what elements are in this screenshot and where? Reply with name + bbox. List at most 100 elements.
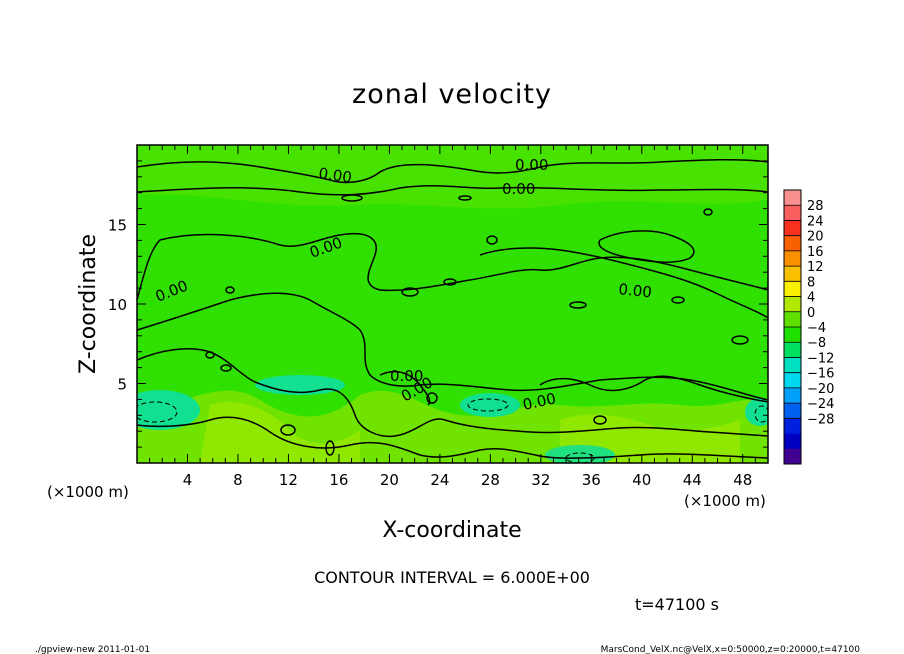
x-tick-label: 12 [279, 471, 298, 489]
colorbar-label: −20 [807, 382, 834, 397]
colorbar-swatch [784, 342, 801, 358]
colorbar-label: −8 [807, 336, 826, 351]
colorbar-swatch [784, 448, 801, 465]
contour-line [137, 184, 768, 196]
field-upper-zone [137, 145, 768, 209]
x-tick-label: 40 [632, 471, 651, 489]
contour-line [598, 230, 695, 263]
colorbar-swatch [784, 433, 801, 450]
contour-lines [137, 158, 768, 459]
colorbar-swatch [784, 357, 801, 374]
y-axis: 5 10 15 [108, 144, 768, 464]
colorbar-label: 8 [807, 275, 815, 290]
colorbar-label: 16 [807, 245, 824, 260]
contour-line [479, 247, 768, 319]
field-negative-patch [137, 390, 200, 430]
colorbar-label: 24 [807, 214, 824, 229]
time-label: t=47100 s [635, 595, 719, 614]
x-tick-label: 24 [430, 471, 449, 489]
colorbar-swatch [784, 281, 801, 298]
x-axis-label: X-coordinate [382, 518, 521, 543]
contour-line [137, 347, 768, 437]
colorbar-swatch [784, 205, 801, 221]
colorbar-label: 12 [807, 260, 824, 275]
contour-loop [569, 301, 587, 309]
colorbar-swatch [784, 190, 801, 206]
x-tick-label: 32 [531, 471, 550, 489]
x-tick-label: 48 [733, 471, 752, 489]
contour-loop [220, 364, 232, 372]
colorbar-swatch [784, 418, 801, 435]
colorbar-label: −4 [807, 321, 826, 336]
footer-right: MarsCond_VelX.nc@VelX,x=0:50000,z=0:2000… [601, 645, 861, 654]
contour-loop-negative [137, 401, 178, 423]
contour-loop-negative [467, 398, 509, 412]
contour-label: 0.00 [618, 280, 653, 301]
x-tick-label: 8 [233, 471, 243, 489]
colorbar-label: −24 [807, 397, 834, 412]
colorbar-label: −28 [807, 412, 834, 427]
x-tick-label: 16 [329, 471, 348, 489]
colorbar-swatch [784, 250, 801, 267]
colorbar-label: 28 [807, 199, 824, 214]
contour-loop [401, 287, 419, 297]
contour-loop [458, 195, 472, 201]
x-tick-label: 28 [481, 471, 500, 489]
contour-loop [341, 194, 363, 202]
contour-line [539, 375, 768, 403]
field-negative-patch [745, 398, 768, 426]
contour-loop [731, 335, 749, 345]
contour-loop-negative [754, 405, 768, 423]
footer-left: ./gpview-new 2011-01-01 [35, 645, 150, 654]
colorbar-swatch [784, 311, 801, 328]
colorbar-label: 0 [807, 306, 815, 321]
contour-interval: CONTOUR INTERVAL = 6.000E+00 [314, 568, 590, 587]
chart-title: zonal velocity [352, 79, 552, 110]
contour-loop [205, 351, 215, 359]
colorbar-swatch [784, 372, 801, 389]
contour-lines-negative [137, 398, 768, 463]
colorbar-swatch [784, 327, 801, 343]
contour-loop [325, 440, 335, 456]
contour-loop-negative [565, 452, 595, 463]
field-negative-patch [460, 393, 520, 417]
colorbar-swatch [784, 387, 801, 404]
contour-line [137, 292, 768, 401]
contour-loop [225, 286, 235, 294]
contour-line [137, 416, 768, 459]
x-tick-label: 4 [183, 471, 193, 489]
contour-label: 0.00 [317, 164, 353, 186]
contour-label: 0.00 [502, 180, 535, 198]
contour-loop [671, 296, 685, 304]
contour-line [137, 158, 768, 184]
colorbar-label: 4 [807, 291, 815, 306]
x-tick-label: 44 [683, 471, 702, 489]
y-axis-label: Z-coordinate [76, 234, 101, 374]
x-units-left: (×1000 m) [47, 483, 129, 501]
field-negative-patch [545, 445, 615, 463]
contour-label: 0.00 [515, 156, 548, 174]
contour-loop [486, 235, 498, 245]
colorbar-swatch [784, 266, 801, 282]
contour-loop [593, 415, 607, 425]
colorbar-swatch [784, 220, 801, 237]
contour-loop [426, 392, 438, 404]
colorbar-label: −16 [807, 367, 834, 382]
colorbar-label: −12 [807, 351, 834, 366]
y-tick-label: 10 [108, 296, 127, 314]
y-tick-label: 15 [108, 217, 127, 235]
y-tick-label: 5 [117, 376, 127, 394]
plot-area: 0.00 0.00 0.00 0.00 0.00 0.00 0.00 0.00 … [137, 145, 768, 463]
x-tick-label: 20 [380, 471, 399, 489]
contour-loop [703, 208, 713, 216]
colorbar-label: 20 [807, 230, 824, 245]
colorbar-swatch [784, 235, 801, 252]
x-tick-label: 36 [582, 471, 601, 489]
contour-line [379, 370, 431, 406]
x-axis: 4 8 12 16 20 24 28 32 36 40 44 48 [136, 145, 769, 489]
contour-loop [443, 278, 457, 286]
contour-loop [280, 424, 296, 436]
x-units-right: (×1000 m) [684, 492, 766, 510]
